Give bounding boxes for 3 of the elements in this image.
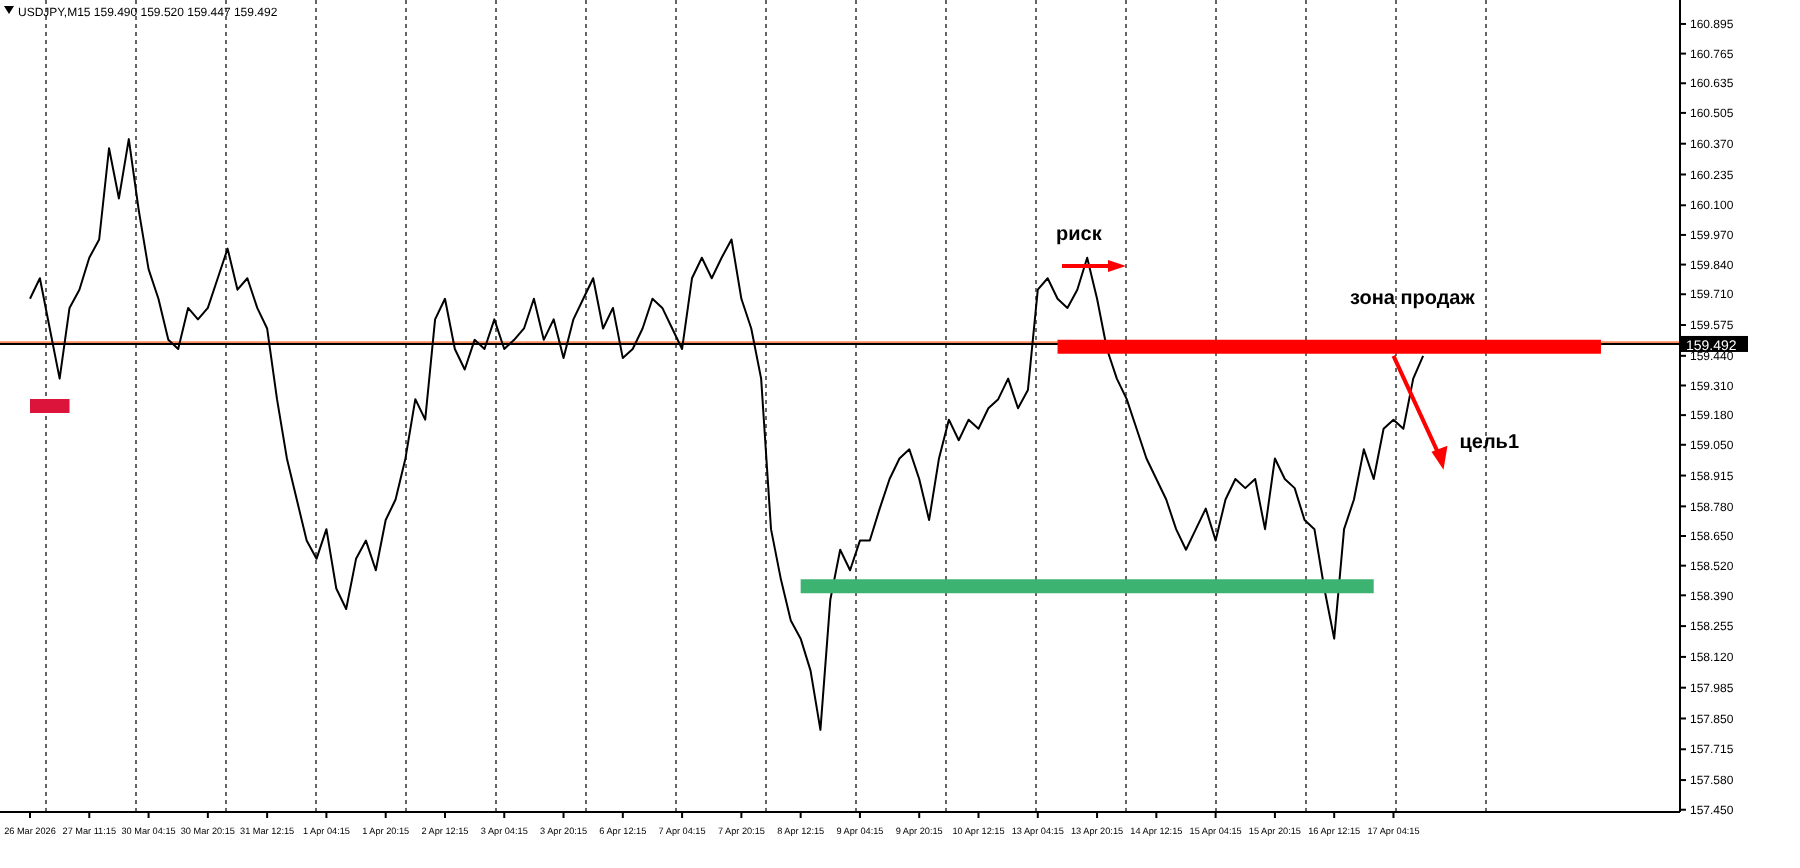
annotation: цель1 — [1459, 431, 1520, 454]
annotation: риск — [1056, 224, 1104, 246]
annotation: зона продаж — [1350, 288, 1477, 310]
